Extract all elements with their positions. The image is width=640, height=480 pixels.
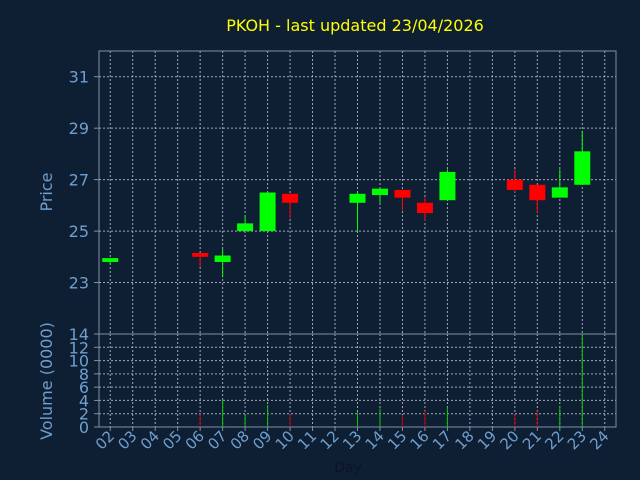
candle-body	[282, 193, 299, 203]
price-tick-label: 23	[69, 274, 89, 293]
candle-body	[551, 187, 568, 198]
x-axis-label: Day	[334, 460, 362, 476]
candle-body	[237, 223, 254, 232]
volume-tick-label: 10	[69, 352, 89, 371]
volume-bars	[199, 334, 583, 427]
x-tick-labels: 0203040506070809101112131415161718192021…	[92, 427, 613, 453]
volume-tick-label: 4	[79, 391, 89, 410]
price-axis-label: Price	[37, 172, 56, 211]
candle-body	[349, 193, 366, 203]
candle-body	[394, 189, 411, 198]
volume-tick-label: 0	[79, 418, 89, 437]
price-tick-label: 31	[69, 68, 89, 87]
candle-body	[102, 258, 119, 262]
candle-body	[506, 179, 523, 190]
chart-title: PKOH - last updated 23/04/2026	[226, 16, 484, 35]
candle-body	[439, 171, 456, 201]
candle-body	[214, 255, 231, 262]
volume-tick-label: 14	[69, 325, 89, 344]
candle-body	[574, 151, 591, 185]
candle-body	[529, 184, 546, 201]
price-tick-labels: 23 25 27 29 31	[69, 68, 99, 293]
price-tick-label: 25	[69, 222, 89, 241]
volume-tick-label: 2	[79, 405, 89, 424]
candle-body	[416, 202, 433, 214]
candle-body	[192, 252, 209, 257]
price-tick-label: 29	[69, 119, 89, 138]
candles	[102, 130, 591, 278]
candle-body	[371, 188, 388, 196]
volume-axis-label: Volume (0000)	[37, 322, 56, 440]
volume-tick-label: 6	[79, 378, 89, 397]
candle-body	[259, 192, 276, 232]
volume-tick-label: 8	[79, 365, 89, 384]
volume-tick-label: 12	[69, 338, 89, 357]
price-tick-label: 27	[69, 171, 89, 190]
